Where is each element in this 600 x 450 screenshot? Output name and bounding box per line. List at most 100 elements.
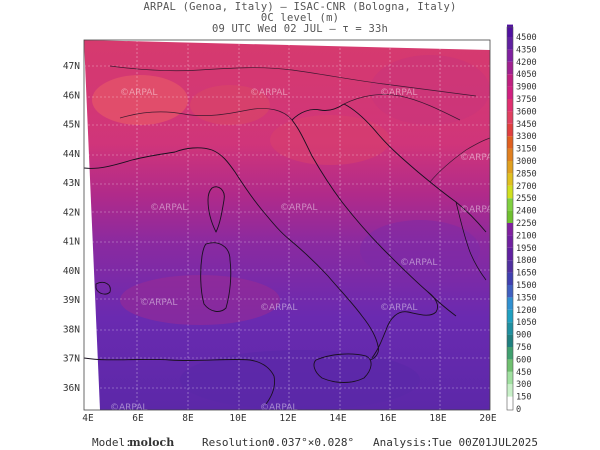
watermarks: ©ARPAL ©ARPAL ©ARPAL ©ARPAL ©ARPAL ©ARPAL ©ARP…: [110, 88, 497, 413]
lat-tick-label: 39N: [63, 295, 80, 306]
colorbar-segment: [507, 198, 513, 211]
colorbar-segment: [507, 37, 513, 50]
colorbar-segment: [507, 285, 513, 298]
colorbar-label: 0: [516, 405, 521, 415]
colorbar-label: 2550: [516, 194, 537, 204]
arpal-watermark: ©ARPAL: [460, 205, 497, 215]
lon-tick-label: 4E: [82, 413, 94, 424]
colorbar-label: 1800: [516, 256, 537, 266]
arpal-watermark: ©ARPAL: [260, 403, 297, 413]
colorbar-segment: [507, 309, 513, 323]
colorbar-segment: [507, 24, 513, 37]
lat-tick-label: 40N: [63, 266, 80, 277]
balkan-coast: [343, 103, 487, 233]
header-agencies: ARPAL (Genoa, Italy) – ISAC-CNR (Bologna…: [143, 1, 457, 13]
colorbar-frame: [506, 26, 514, 411]
colorbar-label: 4050: [516, 70, 537, 80]
sicily: [313, 353, 372, 383]
colorbar-label: 2250: [516, 219, 537, 229]
colorbar-label: 3750: [516, 95, 537, 105]
freezing-level-field: [84, 40, 490, 410]
colorbar-label: 4500: [516, 33, 537, 43]
colorbar-label: 2850: [516, 169, 537, 179]
colorbar-label: 3900: [516, 83, 537, 93]
colorbar-label: 3000: [516, 157, 537, 167]
france-coast: [83, 151, 176, 169]
italy-east-coast: [291, 119, 439, 359]
colorbar-segment: [507, 223, 513, 236]
colorbar-segment: [507, 99, 513, 112]
colorbar-segment: [507, 49, 513, 62]
colorbar-segment: [507, 396, 513, 409]
colorbar-label: 1950: [516, 244, 537, 254]
analysis-label: Analysis:: [373, 436, 433, 449]
header-variable: 0C level (m): [260, 12, 340, 24]
colorbar-segment: [507, 235, 513, 248]
lat-tick-label: 41N: [63, 237, 80, 248]
north-africa-coast: [83, 357, 275, 377]
arpal-watermark: ©ARPAL: [280, 203, 317, 213]
arpal-watermark: ©ARPAL: [460, 153, 497, 163]
lon-tick-label: 8E: [182, 413, 194, 424]
lat-tick-label: 38N: [63, 324, 80, 335]
colorbar-label: 600: [516, 355, 532, 365]
arpal-watermark: ©ARPAL: [140, 298, 177, 308]
lat-tick-label: 46N: [63, 90, 80, 101]
colorbar-label: 1650: [516, 269, 537, 279]
colorbar-segment: [507, 111, 513, 124]
colorbar-segment: [507, 384, 513, 397]
resolution-label: Resolution:: [202, 436, 275, 449]
colorbar-segment: [507, 173, 513, 186]
arpal-watermark: ©ARPAL: [150, 203, 187, 213]
north-adriatic-coast: [291, 103, 345, 121]
sardinia: [200, 242, 232, 312]
lat-tick-label: 37N: [63, 354, 80, 365]
lat-tick-label: 42N: [63, 207, 80, 218]
lat-tick-label: 43N: [63, 178, 80, 189]
coastlines: [83, 65, 491, 405]
colorbar-segment: [507, 161, 513, 174]
colorbar-segment: [507, 347, 513, 360]
colorbar-segment: [507, 322, 513, 335]
colorbar-segment: [507, 210, 513, 223]
colorbar-segment: [507, 185, 513, 199]
arpal-watermark: ©ARPAL: [260, 303, 297, 313]
colorbar-label: 4200: [516, 58, 537, 68]
colorbar-label: 3150: [516, 145, 537, 155]
lon-tick-label: 18E: [429, 413, 446, 424]
colorbar-segment: [507, 260, 513, 273]
colorbar-segment: [507, 371, 513, 385]
colorbar-label: 1200: [516, 306, 537, 316]
lon-tick-label: 10E: [229, 413, 246, 424]
colorbar-label: 150: [516, 393, 532, 403]
colorbar-label: 2100: [516, 231, 537, 241]
colorbar-segment: [507, 148, 513, 161]
lat-tick-label: 47N: [63, 61, 80, 72]
tunisia-coast: [265, 375, 275, 405]
north-borders: [109, 65, 477, 97]
lon-tick-label: 14E: [329, 413, 346, 424]
arpal-watermark: ©ARPAL: [110, 403, 147, 413]
colorbar-label: 2400: [516, 207, 537, 217]
east-borders: [343, 94, 461, 121]
arpal-watermark: ©ARPAL: [380, 88, 417, 98]
colorbar-label: 450: [516, 368, 532, 378]
lon-tick-label: 20E: [479, 413, 496, 424]
italy-heel: [427, 291, 457, 317]
colorbar-segment: [507, 123, 513, 137]
colorbar-label: 3450: [516, 120, 537, 130]
lat-tick-label: 45N: [63, 120, 80, 131]
colorbar-label: 2700: [516, 182, 537, 192]
longitude-ticks: 4E 6E 8E 10E 12E 14E 16E 18E 20E: [82, 413, 497, 424]
alps-high-area: [92, 75, 188, 125]
italy-west-coast: [174, 147, 379, 361]
colorbar: 0 150 300 450 600 750 900 1050 1200 1350 1500 1650 1…: [507, 24, 537, 415]
corsica: [207, 186, 225, 233]
colorbar-segment: [507, 297, 513, 310]
colorbar-label: 3600: [516, 107, 537, 117]
balkan-inland-border: [429, 137, 491, 183]
lat-tick-label: 44N: [63, 149, 80, 160]
lat-tick-label: 36N: [63, 383, 80, 394]
model-value: moloch: [129, 436, 175, 449]
